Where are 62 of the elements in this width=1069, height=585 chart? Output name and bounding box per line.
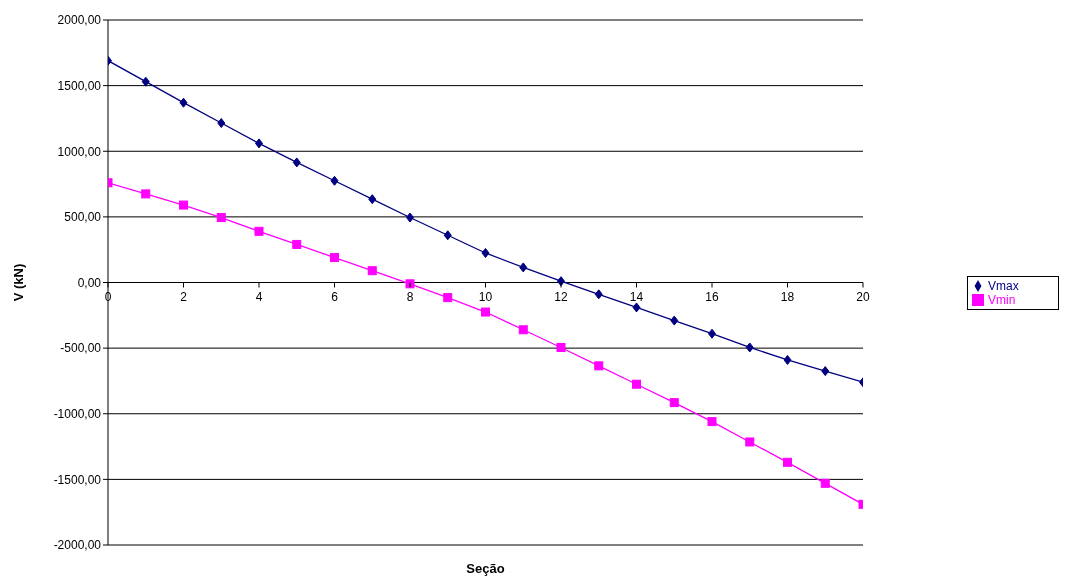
y-tick-label: 0,00 [77,275,102,290]
point [745,342,754,353]
y-tick-label: 1000,00 [57,144,102,159]
point [783,354,792,365]
point [216,213,226,223]
x-tick-label: 2 [180,289,188,304]
y-tick-label: -1500,00 [53,472,102,487]
point [783,457,792,467]
point [292,239,302,249]
point [254,226,264,236]
point [669,398,679,408]
x-tick-label: 14 [629,289,644,304]
point [141,189,151,199]
point [179,200,188,210]
y-tick-label: 500,00 [64,210,102,225]
point [632,302,641,313]
point [821,366,830,377]
point [594,289,603,300]
point [708,328,716,339]
point [405,279,415,289]
point [820,478,830,488]
point [556,342,566,352]
point [481,247,490,258]
x-tick-label: 4 [255,289,263,304]
x-tick-label: 20 [856,289,870,304]
x-tick-label: 10 [478,289,493,304]
point [217,118,226,129]
legend-label: Vmin [988,292,1016,307]
point [519,262,528,273]
point [632,379,641,389]
y-tick-label: -500,00 [60,341,102,356]
y-axis-title: V (kN) [10,263,26,302]
legend-label: Vmax [988,278,1019,293]
point [406,212,414,223]
point [518,325,528,335]
point [594,361,604,371]
point [443,230,452,241]
point [179,97,188,108]
point [367,266,377,276]
point [481,307,490,317]
point [330,175,339,186]
point [292,157,301,168]
point [330,253,339,263]
x-tick-label: 18 [780,289,795,304]
x-tick-label: 0 [104,289,112,304]
y-tick-label: -2000,00 [53,538,102,553]
point [557,276,565,287]
point [368,194,377,205]
x-tick-label: 16 [705,289,719,304]
point [707,417,717,427]
y-tick-label: 2000,00 [57,13,102,28]
point [670,315,679,326]
point [255,138,263,149]
y-tick-label: -1000,00 [53,407,102,422]
y-tick-label: 1500,00 [57,78,102,93]
point [141,76,150,87]
point [443,293,453,303]
point [745,437,755,447]
x-tick-label: 8 [406,289,414,304]
x-axis-title: Seção [466,561,505,576]
x-tick-label: 6 [331,289,339,304]
x-tick-label: 12 [554,289,568,304]
